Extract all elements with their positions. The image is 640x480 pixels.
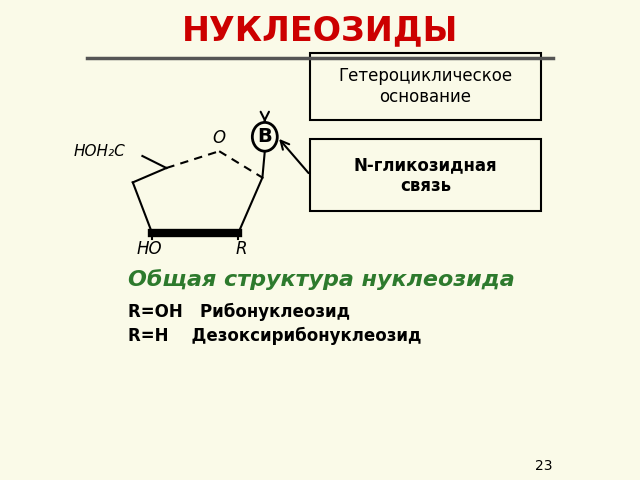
Text: В: В: [257, 127, 272, 146]
Ellipse shape: [252, 122, 277, 151]
Text: O: O: [212, 130, 226, 147]
Text: HOH₂C: HOH₂C: [74, 144, 125, 159]
Text: Гетероциклическое
основание: Гетероциклическое основание: [339, 67, 513, 106]
Text: R=OH   Рибонуклеозид: R=OH Рибонуклеозид: [128, 302, 350, 321]
Text: 23: 23: [535, 459, 553, 473]
Text: N-гликозидная
связь: N-гликозидная связь: [354, 156, 497, 194]
Text: НУКЛЕОЗИДЫ: НУКЛЕОЗИДЫ: [182, 15, 458, 48]
FancyBboxPatch shape: [310, 53, 541, 120]
FancyBboxPatch shape: [310, 139, 541, 211]
Text: Общая структура нуклеозида: Общая структура нуклеозида: [128, 269, 515, 290]
Text: R=H    Дезоксирибонуклеозид: R=H Дезоксирибонуклеозид: [128, 326, 421, 345]
Text: HO: HO: [137, 240, 163, 258]
Text: R: R: [235, 240, 246, 258]
